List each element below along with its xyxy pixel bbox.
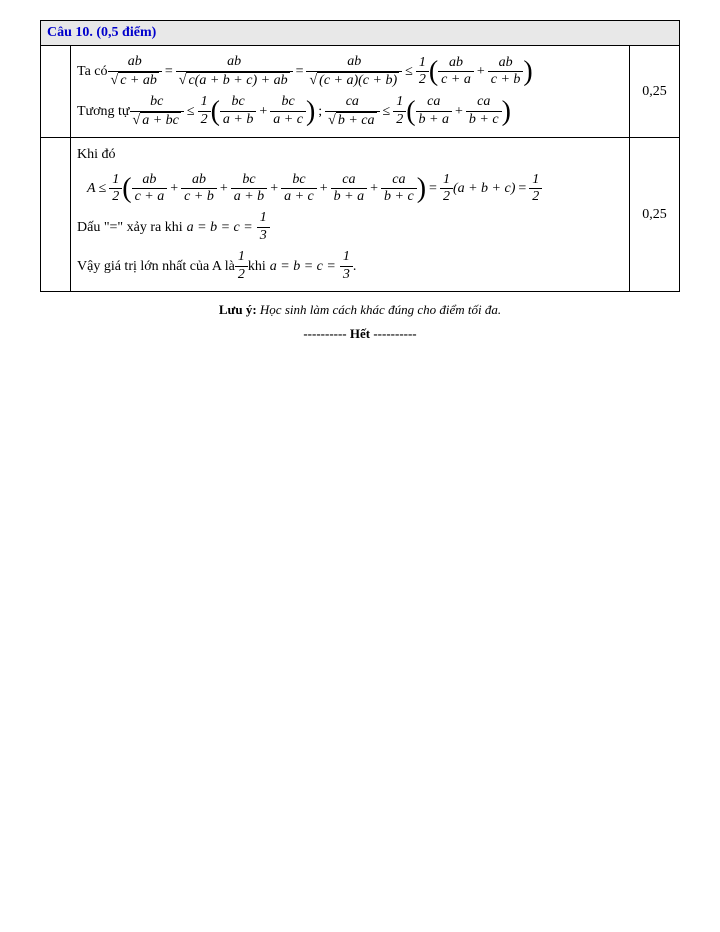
frac-10: ca b + a [416, 94, 452, 129]
period: . [353, 254, 357, 279]
abc-text: (a + b + c) [453, 176, 515, 201]
end-marker: ---------- Hết ---------- [40, 326, 680, 342]
frac-5: ab c + b [488, 55, 524, 90]
frac-half-6: 1 2 [235, 249, 248, 284]
frac-11: ca b + c [466, 94, 502, 129]
frac-1: ab c + ab [108, 54, 162, 90]
khi-eq: a = b = c = [266, 254, 340, 279]
rparen-icon-3: ) [502, 98, 511, 126]
rparen-icon-4: ) [417, 175, 426, 203]
khido-text: Khi đó [77, 142, 623, 167]
row-index-cell-2 [41, 138, 71, 292]
solution-content-2: Khi đó A ≤ 1 2 ( abc + a + abc + b + bca… [71, 138, 630, 292]
frac-half-3: 1 2 [393, 94, 406, 129]
note-text: Học sinh làm cách khác đúng cho điểm tối… [260, 302, 501, 317]
question-header: Câu 10. (0,5 điểm) [41, 21, 680, 46]
score-1: 0,25 [630, 46, 680, 138]
frac-8: bc a + c [270, 94, 306, 129]
vay-text: Vậy giá trị lớn nhất của A là [77, 254, 235, 279]
note-line: Lưu ý: Học sinh làm cách khác đúng cho đ… [40, 302, 680, 318]
lparen-icon-4: ( [122, 175, 131, 203]
frac-7: bc a + b [220, 94, 256, 129]
question-header-row: Câu 10. (0,5 điểm) [41, 21, 680, 46]
frac-4: ab c + a [438, 55, 474, 90]
prefix-text: Ta có [77, 59, 108, 84]
A-var: A [87, 176, 96, 201]
frac-9: ca b + ca [325, 94, 379, 130]
lparen-icon: ( [429, 58, 438, 86]
frac-third-2: 1 3 [340, 249, 353, 284]
frac-half-2: 1 2 [198, 94, 211, 129]
frac-half-1: 1 2 [416, 55, 429, 90]
frac-half-5: 1 2 [440, 172, 453, 207]
frac-half-4: 1 2 [109, 172, 122, 207]
dau-text: Dấu "=" xảy ra khi [77, 215, 183, 240]
tuongtu-text: Tương tự [77, 99, 130, 124]
score-2: 0,25 [630, 138, 680, 292]
solution-row-2: Khi đó A ≤ 1 2 ( abc + a + abc + b + bca… [41, 138, 680, 292]
frac-3: ab (c + a)(c + b) [306, 54, 402, 90]
khi-text: khi [248, 254, 266, 279]
solution-row-1: Ta có ab c + ab = ab c(a + b + c) + ab =… [41, 46, 680, 138]
note-label: Lưu ý: [219, 302, 257, 317]
row-index-cell [41, 46, 71, 138]
frac-6: bc a + bc [130, 94, 184, 130]
solution-table: Câu 10. (0,5 điểm) Ta có ab c + ab = ab … [40, 20, 680, 292]
rparen-icon: ) [523, 58, 532, 86]
rparen-icon-2: ) [306, 98, 315, 126]
dau-eq: a = b = c = [183, 215, 257, 240]
lparen-icon-2: ( [211, 98, 220, 126]
solution-content-1: Ta có ab c + ab = ab c(a + b + c) + ab =… [71, 46, 630, 138]
frac-2: ab c(a + b + c) + ab [176, 54, 293, 90]
frac-result: 1 2 [529, 172, 542, 207]
lparen-icon-3: ( [406, 98, 415, 126]
frac-third-1: 1 3 [257, 210, 270, 245]
